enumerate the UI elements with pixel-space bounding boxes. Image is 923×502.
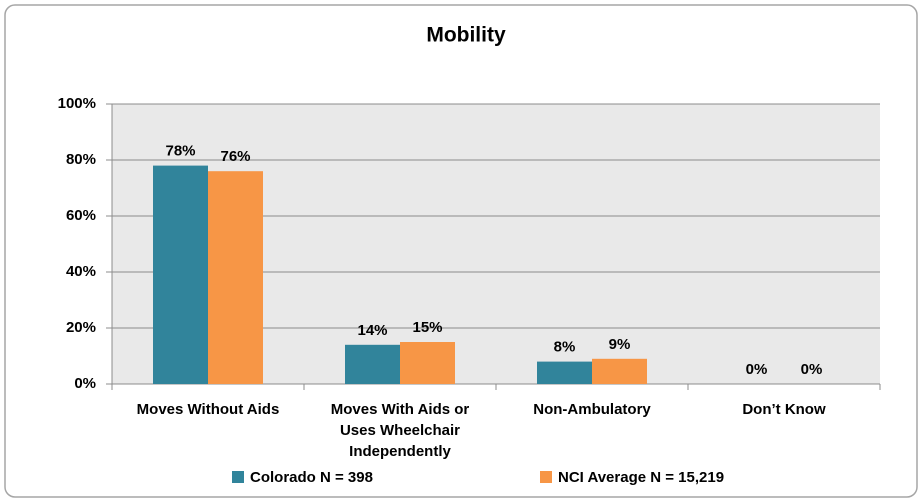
y-tick-label: 80% <box>66 151 96 168</box>
x-tick-label-line: Independently <box>349 443 451 460</box>
y-tick-label: 100% <box>58 95 96 112</box>
bar <box>153 165 208 384</box>
y-tick-label: 60% <box>66 207 96 224</box>
x-tick-label: Non-Ambulatory <box>533 401 651 418</box>
chart-title: Mobility <box>426 24 506 47</box>
x-tick-label-line: Uses Wheelchair <box>340 422 460 439</box>
bar <box>345 344 400 384</box>
y-tick-label: 20% <box>66 319 96 336</box>
value-label: 76% <box>220 148 250 165</box>
value-label: 9% <box>609 336 631 353</box>
legend-swatch <box>540 471 552 483</box>
value-label: 15% <box>412 319 442 336</box>
legend-swatch <box>232 471 244 483</box>
value-label: 78% <box>165 143 195 160</box>
bar <box>592 358 647 384</box>
value-label: 14% <box>357 322 387 339</box>
legend-label: Colorado N = 398 <box>250 469 373 486</box>
value-label: 0% <box>746 361 768 378</box>
x-tick-label: Don’t Know <box>742 401 826 418</box>
x-tick-label-line: Moves Without Aids <box>137 401 280 418</box>
y-tick-label: 40% <box>66 263 96 280</box>
x-tick-label: Moves Without Aids <box>137 401 280 418</box>
y-tick-label: 0% <box>74 375 96 392</box>
legend-label: NCI Average N = 15,219 <box>558 469 724 486</box>
bar <box>400 342 455 384</box>
value-label: 8% <box>554 339 576 356</box>
x-tick-label: Moves With Aids or Uses Wheelchair Indepen… <box>331 401 470 460</box>
x-tick-label-line: Don’t Know <box>742 401 826 418</box>
value-label: 0% <box>801 361 823 378</box>
x-tick-label-line: Moves With Aids or <box>331 401 470 418</box>
bar <box>208 171 263 384</box>
x-tick-label-line: Non-Ambulatory <box>533 401 651 418</box>
bar <box>537 361 592 384</box>
